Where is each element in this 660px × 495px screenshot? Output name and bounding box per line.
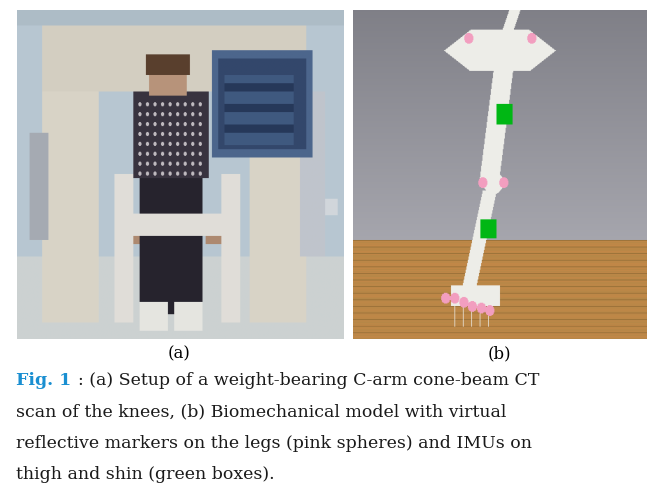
Text: thigh and shin (green boxes).: thigh and shin (green boxes). [16,466,275,483]
Text: (b): (b) [488,346,512,362]
Text: (a): (a) [168,346,191,362]
Text: Fig. 1: Fig. 1 [16,372,72,389]
Text: reflective markers on the legs (pink spheres) and IMUs on: reflective markers on the legs (pink sph… [16,435,533,452]
Text: scan of the knees, (b) Biomechanical model with virtual: scan of the knees, (b) Biomechanical mod… [16,403,507,420]
Text: : (a) Setup of a weight-bearing C-arm cone-beam CT: : (a) Setup of a weight-bearing C-arm co… [79,372,540,389]
